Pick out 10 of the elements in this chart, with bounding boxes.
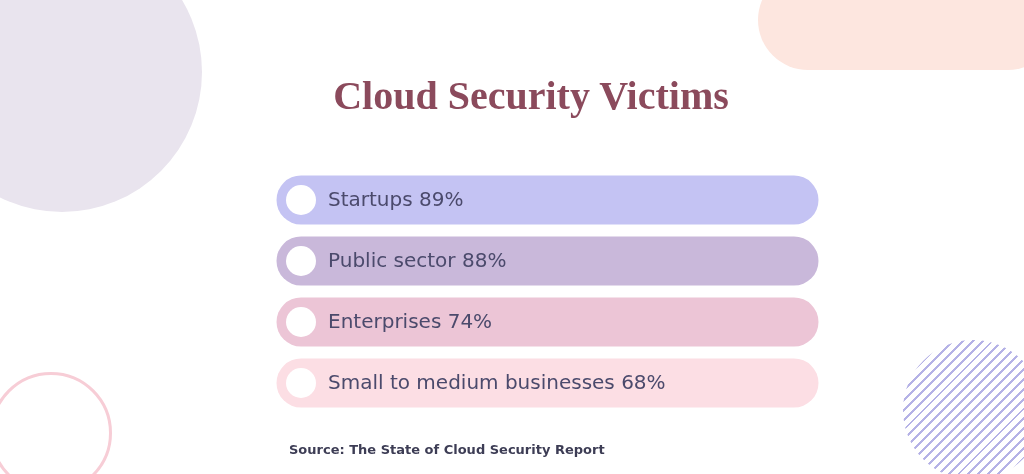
category-label: Small to medium businesses [328, 370, 615, 394]
data-label: 74% [447, 309, 493, 333]
data-label: 89% [419, 187, 464, 211]
category-label: Public sector [328, 248, 457, 272]
text: Cloud Security Victims [333, 73, 729, 118]
category-label: Enterprises [328, 309, 442, 333]
data-label: 68% [621, 370, 666, 394]
category-label: Startups [328, 187, 413, 211]
source-note: Source: The State of Cloud Security Report [289, 442, 605, 457]
data-label: 88% [461, 248, 507, 272]
